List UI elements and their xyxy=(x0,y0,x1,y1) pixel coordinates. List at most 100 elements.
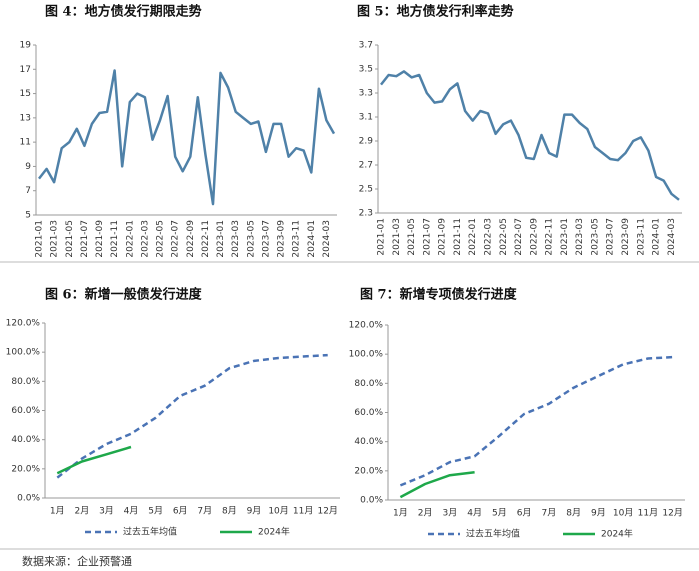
data-line xyxy=(399,471,475,499)
x-tick-label: 2022-11 xyxy=(201,220,211,258)
x-tick-label: 2023-01 xyxy=(216,220,226,258)
x-tick-label: 2021-07 xyxy=(80,220,90,258)
chart-title: 图 7：新增专项债发行进度 xyxy=(360,287,518,303)
x-tick-label: 2022-07 xyxy=(514,218,524,256)
y-tick-label: 2.7 xyxy=(359,161,373,171)
y-tick-label: 100.0% xyxy=(6,348,41,358)
x-tick-label: 2024-03 xyxy=(667,218,677,256)
y-tick-label: 100.0% xyxy=(349,350,384,360)
x-tick-label: 5月 xyxy=(492,508,507,519)
x-tick-label: 10月 xyxy=(268,506,288,517)
data-line xyxy=(56,445,132,475)
x-tick-label: 2023-03 xyxy=(231,220,241,258)
source: 数据来源：企业预警通 xyxy=(22,554,132,568)
x-tick-label: 2月 xyxy=(418,508,433,519)
x-tick-label: 2022-01 xyxy=(468,218,478,256)
chart-title: 图 6：新增一般债发行进度 xyxy=(45,287,203,303)
data-line xyxy=(399,355,673,487)
y-tick-label: 60.0% xyxy=(354,408,383,418)
y-tick-label: 2.3 xyxy=(359,209,373,219)
x-tick-label: 4月 xyxy=(467,508,482,519)
y-tick-label: 3.3 xyxy=(359,89,373,99)
x-tick-label: 12月 xyxy=(317,506,337,517)
x-tick-label: 2023-11 xyxy=(636,218,646,256)
x-tick-label: 2023-03 xyxy=(575,218,585,256)
data-line xyxy=(56,353,328,479)
y-tick-label: 19 xyxy=(20,41,32,51)
x-tick-label: 2021-05 xyxy=(65,220,75,258)
data-line xyxy=(38,69,336,206)
y-tick-label: 120.0% xyxy=(6,319,41,329)
x-tick-label: 2022-01 xyxy=(125,220,135,258)
x-tick-label: 3月 xyxy=(443,508,458,519)
legend-label: 2024年 xyxy=(258,526,290,538)
data-line xyxy=(380,70,680,201)
y-tick-label: 7 xyxy=(25,186,31,196)
y-tick-label: 60.0% xyxy=(11,406,40,416)
x-tick-label: 2022-05 xyxy=(156,220,166,258)
x-tick-label: 9月 xyxy=(247,506,262,517)
x-tick-label: 12月 xyxy=(662,508,682,519)
x-tick-label: 8月 xyxy=(566,508,581,519)
x-tick-label: 3月 xyxy=(99,506,114,517)
x-tick-label: 11月 xyxy=(638,508,658,519)
x-tick-label: 2022-05 xyxy=(499,218,509,256)
x-tick-label: 2023-11 xyxy=(292,220,302,258)
y-tick-label: 9 xyxy=(25,162,31,172)
y-tick-label: 2.9 xyxy=(359,137,374,147)
x-tick-label: 2023-07 xyxy=(606,218,616,256)
x-tick-label: 2021-03 xyxy=(50,220,60,258)
x-tick-label: 2021-03 xyxy=(392,218,402,256)
x-tick-label: 11月 xyxy=(293,506,313,517)
x-tick-label: 2021-01 xyxy=(377,218,387,256)
legend-label: 2024年 xyxy=(601,528,633,540)
x-tick-label: 2023-05 xyxy=(246,220,256,258)
x-tick-label: 2022-09 xyxy=(186,220,196,258)
x-tick-label: 2022-03 xyxy=(483,218,493,256)
x-tick-label: 7月 xyxy=(542,508,557,519)
y-tick-label: 3.7 xyxy=(359,41,373,51)
x-tick-label: 2022-11 xyxy=(545,218,555,256)
y-tick-label: 40.0% xyxy=(11,435,40,445)
y-tick-label: 15 xyxy=(20,89,31,99)
x-tick-label: 2021-11 xyxy=(110,220,120,258)
x-tick-label: 2023-09 xyxy=(621,218,631,256)
x-tick-label: 2023-05 xyxy=(590,218,600,256)
x-tick-label: 2021-01 xyxy=(35,220,45,258)
chart-title: 图 5：地方债发行利率走势 xyxy=(357,4,514,20)
y-tick-label: 120.0% xyxy=(349,321,384,331)
x-tick-label: 2021-07 xyxy=(422,218,432,256)
y-tick-label: 11 xyxy=(20,138,31,148)
x-tick-label: 2024-01 xyxy=(652,218,662,256)
legend-label: 过去五年均值 xyxy=(466,528,520,540)
y-tick-label: 0.0% xyxy=(360,496,383,506)
y-tick-label: 0.0% xyxy=(17,494,40,504)
x-tick-label: 5月 xyxy=(148,506,163,517)
y-tick-label: 2.5 xyxy=(359,185,373,195)
x-tick-label: 1月 xyxy=(393,508,408,519)
x-tick-label: 2021-09 xyxy=(438,218,448,256)
x-tick-label: 6月 xyxy=(173,506,188,517)
y-tick-label: 5 xyxy=(25,211,31,221)
y-tick-label: 17 xyxy=(20,65,31,75)
x-tick-label: 2021-09 xyxy=(95,220,105,258)
y-tick-label: 13 xyxy=(20,113,31,123)
y-tick-label: 20.0% xyxy=(354,466,383,476)
y-tick-label: 40.0% xyxy=(354,437,383,447)
y-tick-label: 80.0% xyxy=(354,379,383,389)
x-tick-label: 2023-09 xyxy=(277,220,287,258)
x-tick-label: 1月 xyxy=(50,506,65,517)
chart-title: 图 4：地方债发行期限走势 xyxy=(45,4,202,20)
x-tick-label: 7月 xyxy=(197,506,212,517)
x-tick-label: 2024-03 xyxy=(322,220,332,258)
x-tick-label: 2021-05 xyxy=(407,218,417,256)
y-tick-label: 3.1 xyxy=(359,113,373,123)
x-tick-label: 2024-01 xyxy=(307,220,317,258)
x-tick-label: 6月 xyxy=(517,508,532,519)
x-tick-label: 2023-07 xyxy=(261,220,271,258)
x-tick-label: 8月 xyxy=(222,506,237,517)
legend-label: 过去五年均值 xyxy=(123,526,177,538)
y-tick-label: 3.5 xyxy=(359,65,373,75)
x-tick-label: 2022-03 xyxy=(140,220,150,258)
